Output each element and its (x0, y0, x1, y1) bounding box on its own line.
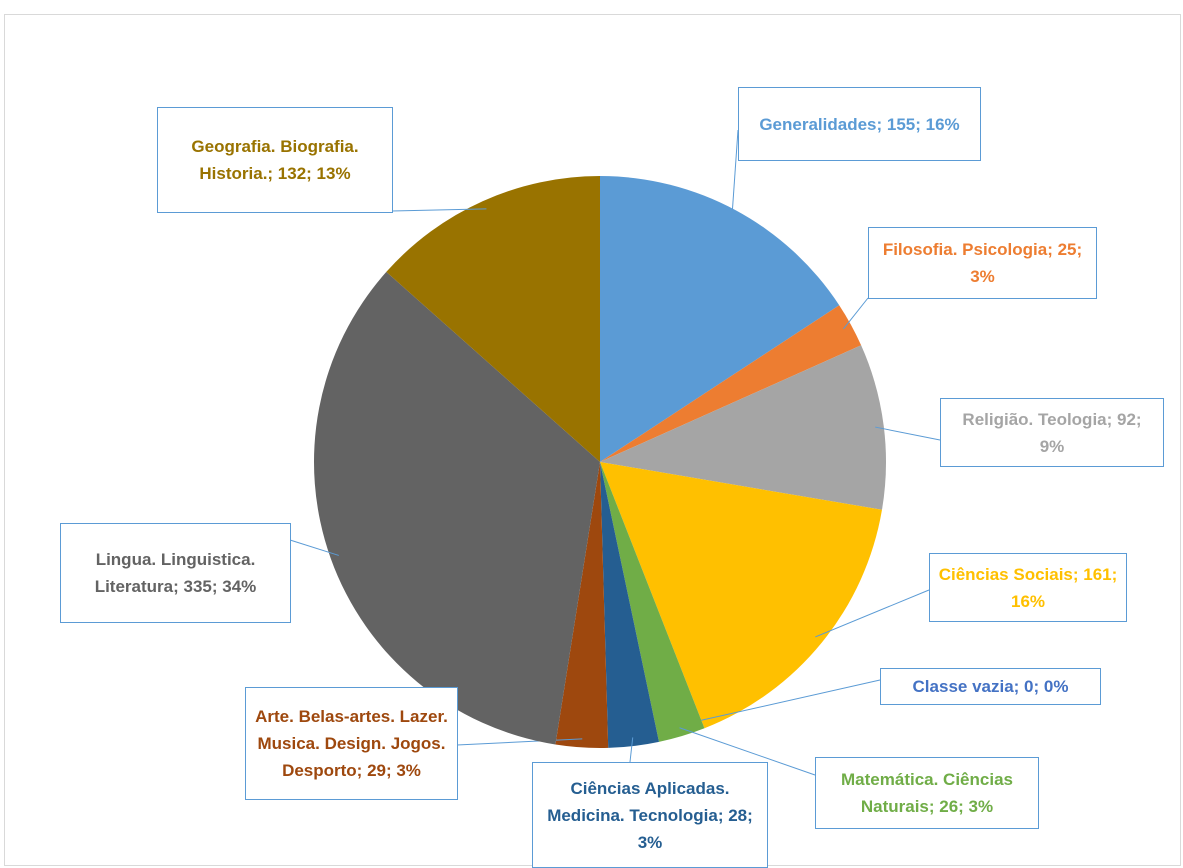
leader-line (456, 738, 583, 746)
pie-slice (600, 305, 862, 462)
leader-line (289, 539, 339, 556)
pie-slice (600, 462, 659, 748)
data-label: Lingua. Linguistica. Literatura; 335; 34… (60, 523, 291, 623)
data-label: Religião. Teologia; 92; 9% (940, 398, 1164, 467)
data-label: Ciências Aplicadas. Medicina. Tecnologia… (532, 762, 768, 868)
data-label: Generalidades; 155; 16% (738, 87, 981, 161)
pie-slice (600, 345, 886, 510)
leader-line (815, 589, 930, 638)
data-label: Matemática. Ciências Naturais; 26; 3% (815, 757, 1039, 829)
pie-slice (600, 462, 882, 729)
data-label: Ciências Sociais; 161; 16% (929, 553, 1127, 622)
data-label: Classe vazia; 0; 0% (880, 668, 1101, 705)
data-label: Geografia. Biografia. Historia.; 132; 13… (157, 107, 393, 213)
pie-slice (314, 271, 600, 745)
leader-line (629, 737, 634, 763)
pie-slice (386, 176, 600, 462)
pie-slice (600, 176, 840, 462)
leader-line (875, 426, 941, 441)
data-label: Arte. Belas-artes. Lazer. Musica. Design… (245, 687, 458, 800)
data-label: Filosofia. Psicologia; 25; 3% (868, 227, 1097, 299)
leader-line (843, 297, 869, 330)
leader-line (679, 727, 816, 776)
pie-slice (555, 462, 609, 748)
pie-slice (600, 462, 705, 742)
leader-line (731, 129, 739, 218)
leader-line (701, 679, 881, 721)
